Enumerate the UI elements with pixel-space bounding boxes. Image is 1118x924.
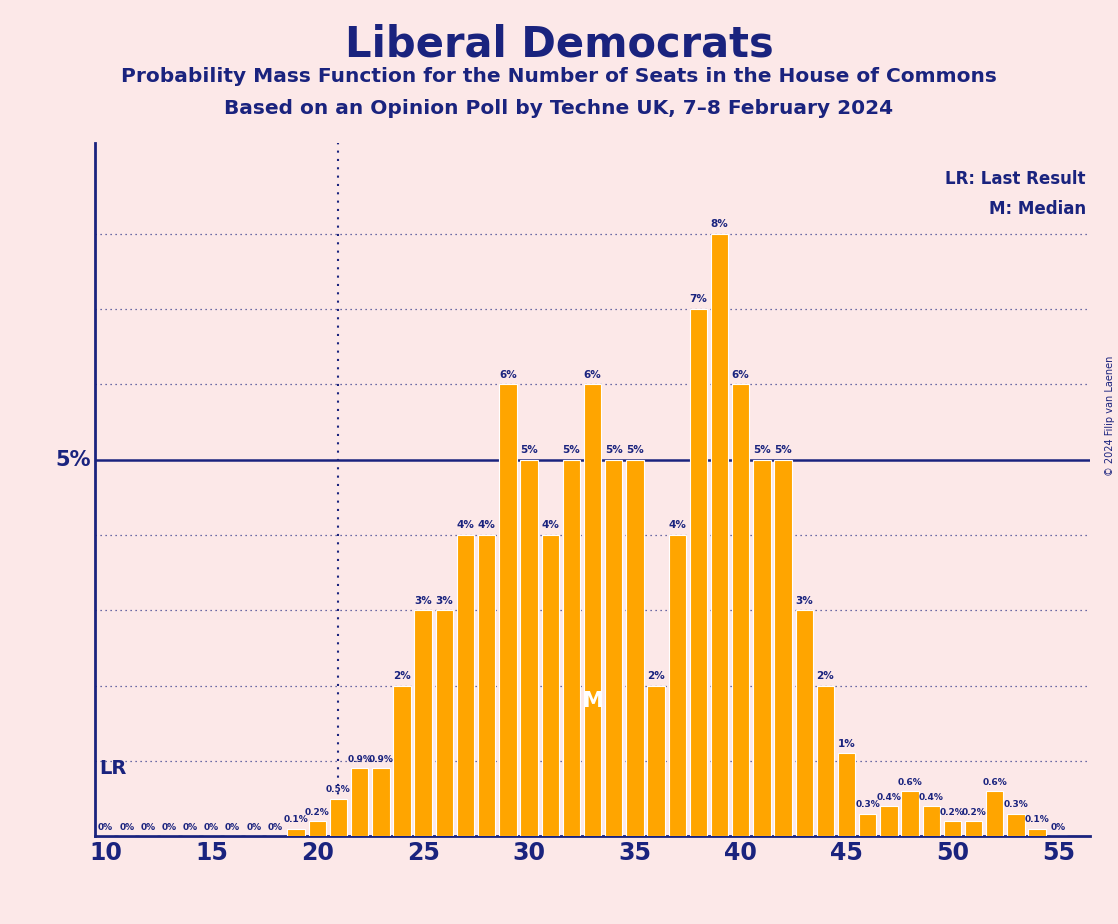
Text: Based on an Opinion Poll by Techne UK, 7–8 February 2024: Based on an Opinion Poll by Techne UK, 7… [225, 99, 893, 118]
Text: 6%: 6% [584, 370, 601, 380]
Bar [1029, 829, 1045, 836]
Text: 0.2%: 0.2% [305, 808, 330, 817]
Text: 5%: 5% [562, 445, 580, 455]
Bar [965, 821, 983, 836]
Text: 0.4%: 0.4% [919, 793, 944, 802]
Text: 0%: 0% [267, 823, 283, 833]
Bar [479, 535, 495, 836]
Text: 0%: 0% [141, 823, 155, 833]
Text: 5%: 5% [55, 450, 91, 469]
Text: © 2024 Filip van Laenen: © 2024 Filip van Laenen [1106, 356, 1115, 476]
Text: 0.9%: 0.9% [348, 755, 372, 764]
Bar [541, 535, 559, 836]
Text: 5%: 5% [754, 445, 770, 455]
Text: LR: LR [100, 759, 126, 778]
Bar [669, 535, 686, 836]
Bar [309, 821, 326, 836]
Text: 5%: 5% [626, 445, 644, 455]
Text: 0%: 0% [225, 823, 240, 833]
Bar [944, 821, 961, 836]
Bar [605, 459, 623, 836]
Bar [711, 234, 728, 836]
Bar [647, 686, 665, 836]
Text: 4%: 4% [477, 520, 495, 530]
Text: 4%: 4% [456, 520, 474, 530]
Bar [901, 791, 919, 836]
Text: 5%: 5% [774, 445, 792, 455]
Text: 0.3%: 0.3% [855, 800, 880, 809]
Bar [287, 829, 305, 836]
Text: 0.2%: 0.2% [940, 808, 965, 817]
Text: M: M [582, 690, 603, 711]
Bar [817, 686, 834, 836]
Text: 0%: 0% [98, 823, 113, 833]
Bar [330, 798, 348, 836]
Text: 0.6%: 0.6% [898, 777, 922, 786]
Text: 0.9%: 0.9% [369, 755, 394, 764]
Text: 6%: 6% [499, 370, 517, 380]
Text: 0.1%: 0.1% [284, 815, 309, 824]
Bar [796, 610, 813, 836]
Bar [922, 806, 940, 836]
Text: 0%: 0% [203, 823, 219, 833]
Text: 2%: 2% [394, 671, 411, 681]
Text: 0.5%: 0.5% [326, 785, 351, 794]
Text: 6%: 6% [732, 370, 749, 380]
Bar [690, 309, 707, 836]
Bar [732, 384, 749, 836]
Text: 3%: 3% [415, 596, 432, 606]
Text: 0.3%: 0.3% [1004, 800, 1029, 809]
Text: 0%: 0% [182, 823, 198, 833]
Text: 3%: 3% [795, 596, 813, 606]
Text: 4%: 4% [669, 520, 686, 530]
Bar [457, 535, 474, 836]
Bar [775, 459, 792, 836]
Bar [372, 769, 389, 836]
Bar [754, 459, 770, 836]
Text: Liberal Democrats: Liberal Democrats [344, 23, 774, 65]
Bar [520, 459, 538, 836]
Text: 0.2%: 0.2% [961, 808, 986, 817]
Bar [394, 686, 410, 836]
Bar [415, 610, 432, 836]
Text: 0%: 0% [162, 823, 177, 833]
Text: LR: Last Result: LR: Last Result [946, 170, 1086, 188]
Text: 8%: 8% [711, 219, 729, 229]
Bar [859, 814, 877, 836]
Text: 3%: 3% [436, 596, 453, 606]
Text: 0%: 0% [246, 823, 262, 833]
Text: M: Median: M: Median [988, 200, 1086, 218]
Text: 0.4%: 0.4% [877, 793, 901, 802]
Text: 4%: 4% [541, 520, 559, 530]
Text: 7%: 7% [690, 295, 708, 304]
Text: 0.6%: 0.6% [983, 777, 1007, 786]
Bar [986, 791, 1004, 836]
Bar [880, 806, 898, 836]
Bar [837, 753, 855, 836]
Bar [584, 384, 601, 836]
Text: 5%: 5% [605, 445, 623, 455]
Text: 2%: 2% [816, 671, 834, 681]
Text: 0.1%: 0.1% [1025, 815, 1050, 824]
Text: 0%: 0% [1051, 823, 1065, 833]
Bar [351, 769, 368, 836]
Text: Probability Mass Function for the Number of Seats in the House of Commons: Probability Mass Function for the Number… [121, 67, 997, 86]
Bar [562, 459, 580, 836]
Text: 1%: 1% [837, 739, 855, 748]
Text: 0%: 0% [120, 823, 134, 833]
Text: 5%: 5% [520, 445, 538, 455]
Bar [499, 384, 517, 836]
Bar [626, 459, 644, 836]
Text: 2%: 2% [647, 671, 665, 681]
Bar [1007, 814, 1024, 836]
Bar [436, 610, 453, 836]
